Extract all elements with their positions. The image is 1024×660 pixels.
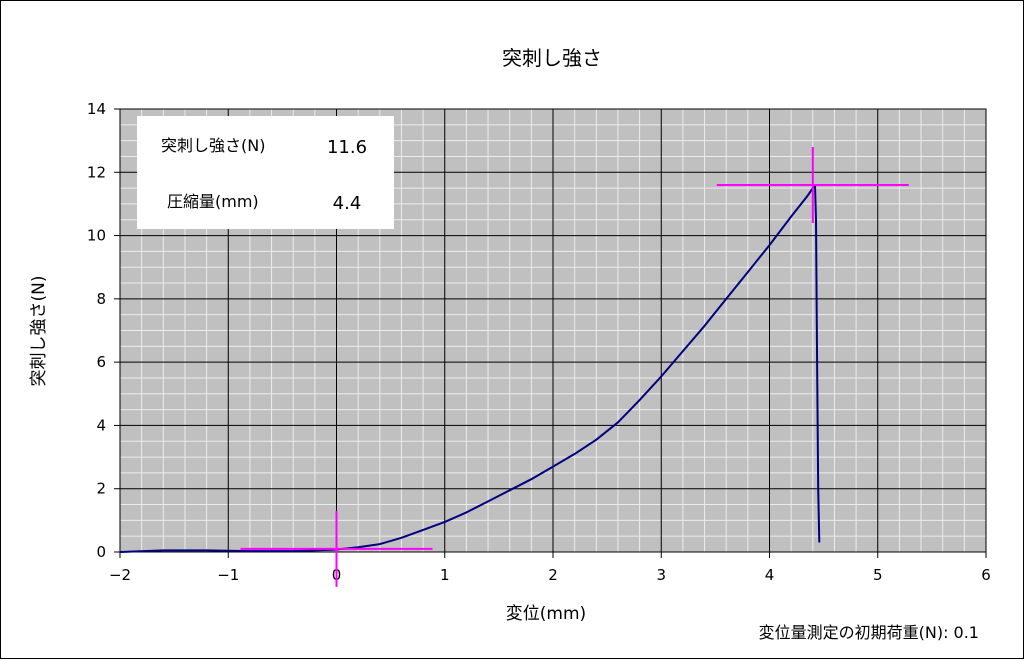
info-box-bg (137, 116, 394, 229)
x-tick-label: 1 (440, 566, 450, 584)
info-box: 突刺し強さ(N) 11.6 圧縮量(mm) 4.4 (137, 116, 394, 229)
info-label-compression: 圧縮量(mm) (167, 192, 259, 211)
x-tick-label: 6 (981, 566, 991, 584)
x-axis-label: 変位(mm) (506, 604, 586, 624)
y-tick-label: 6 (96, 353, 106, 371)
y-tick-label: 10 (87, 227, 106, 245)
initial-load-note: 変位量測定の初期荷重(N): 0.1 (759, 623, 979, 642)
y-tick-label: 14 (87, 100, 106, 118)
x-tick-label: 5 (873, 566, 883, 584)
y-tick-label: 2 (96, 480, 106, 498)
x-tick-label: −2 (109, 566, 131, 584)
y-tick-label: 0 (96, 543, 106, 561)
y-tick-label: 12 (87, 163, 106, 181)
series-line (119, 183, 821, 553)
x-tick-label: −1 (217, 566, 239, 584)
y-tick-label: 8 (96, 290, 106, 308)
x-tick-label: 4 (765, 566, 775, 584)
x-tick-label: 2 (548, 566, 558, 584)
y-tick-label: 4 (96, 416, 106, 434)
info-value-strength: 11.6 (327, 137, 367, 158)
info-label-strength: 突刺し強さ(N) (161, 136, 265, 155)
x-tick-label: 3 (656, 566, 666, 584)
info-value-compression: 4.4 (333, 193, 362, 214)
y-axis-label: 突刺し強さ(N) (29, 276, 49, 387)
chart-title: 突刺し強さ (502, 46, 602, 70)
